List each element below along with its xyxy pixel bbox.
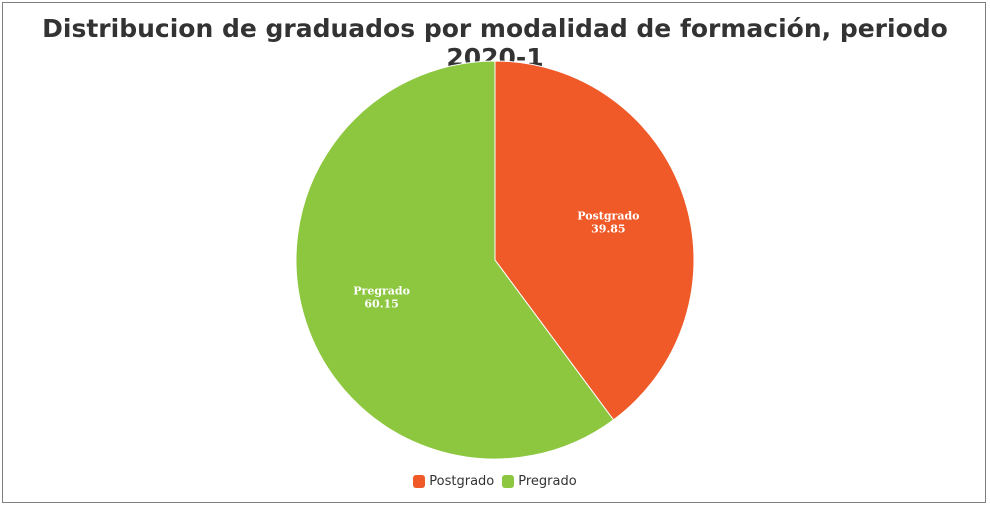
- slice-label-postgrado: Postgrado: [577, 210, 639, 223]
- legend-label-postgrado: Postgrado: [429, 474, 495, 489]
- legend-label-pregrado: Pregrado: [518, 474, 577, 489]
- legend-swatch-pregrado: [502, 475, 515, 488]
- chart-legend: Postgrado Pregrado: [0, 474, 990, 489]
- slice-value-postgrado: 39.85: [591, 223, 625, 236]
- legend-item-postgrado[interactable]: Postgrado: [413, 474, 494, 489]
- legend-swatch-postgrado: [413, 475, 426, 488]
- slice-value-pregrado: 60.15: [364, 297, 398, 310]
- pie-slice-postgrado: [494, 60, 695, 421]
- pie-slice-pregrado: [295, 60, 615, 460]
- slice-label-pregrado: Pregrado: [353, 284, 410, 297]
- pie-slices: [295, 60, 695, 460]
- legend-item-pregrado[interactable]: Pregrado: [502, 474, 577, 489]
